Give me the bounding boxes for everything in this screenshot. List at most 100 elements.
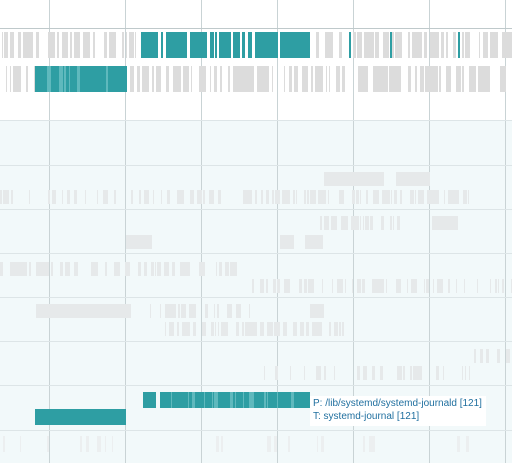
active-slice xyxy=(69,66,70,92)
idle-slice xyxy=(133,66,134,92)
process-track[interactable]: SS SS xyxy=(0,32,512,58)
thread-slice xyxy=(352,216,354,230)
idle-slice xyxy=(4,32,5,58)
thread-slice xyxy=(396,279,399,293)
thread-slice xyxy=(285,190,286,204)
idle-slice xyxy=(486,66,488,92)
idle-slice xyxy=(375,32,376,58)
thread-slice xyxy=(366,190,368,204)
thread-slice xyxy=(211,190,214,204)
idle-slice xyxy=(373,66,375,92)
thread-slice xyxy=(442,279,443,293)
idle-slice xyxy=(264,66,267,92)
thread-slice xyxy=(320,216,322,230)
active-slice xyxy=(177,32,180,58)
thread-slice xyxy=(150,304,151,318)
idle-slice xyxy=(331,32,333,58)
thread-slice xyxy=(173,304,176,318)
idle-slice xyxy=(465,32,468,58)
thread-slice xyxy=(374,279,377,293)
idle-slice xyxy=(199,66,200,92)
thread-slice xyxy=(105,262,107,276)
thread-slice xyxy=(399,366,402,380)
idle-slice xyxy=(214,66,217,92)
active-slice xyxy=(212,392,213,408)
idle-slice xyxy=(429,66,431,92)
idle-slice xyxy=(210,66,211,92)
thread-slice xyxy=(169,322,172,336)
idle-slice xyxy=(137,66,140,92)
active-slice xyxy=(148,392,150,408)
active-slice xyxy=(251,32,252,58)
idle-slice xyxy=(495,32,498,58)
thread-slice xyxy=(304,279,307,293)
idle-slice xyxy=(70,32,72,58)
process-track[interactable]: SS SS xyxy=(0,66,512,92)
idle-slice xyxy=(322,66,323,92)
thread-slice xyxy=(362,279,365,293)
thread-slice xyxy=(397,216,399,230)
thread-slice xyxy=(448,190,450,204)
thread-slice xyxy=(310,190,313,204)
active-slice xyxy=(225,32,227,58)
thread-slice xyxy=(234,262,235,276)
thread-slice xyxy=(369,436,372,452)
thread-slice xyxy=(99,436,101,452)
thread-slice xyxy=(335,216,337,230)
thread-slice xyxy=(357,216,359,230)
idle-slice xyxy=(399,32,402,58)
thread-slice xyxy=(410,190,412,204)
thread-slice xyxy=(462,366,463,380)
thread-slice xyxy=(286,190,289,204)
thread-slice xyxy=(498,279,499,293)
thread-slice xyxy=(319,190,320,204)
active-slice xyxy=(253,392,254,408)
thread-slice xyxy=(62,190,63,204)
thread-slice xyxy=(416,366,418,380)
thread-slice xyxy=(372,366,375,380)
active-slice xyxy=(188,392,189,408)
thread-slice xyxy=(158,262,161,276)
thread-slice xyxy=(457,436,460,452)
idle-slice xyxy=(5,32,8,58)
thread-slice xyxy=(413,366,416,380)
active-slice xyxy=(154,392,156,408)
thread-slice xyxy=(188,262,189,276)
thread-slice xyxy=(112,436,113,452)
idle-slice xyxy=(177,66,178,92)
idle-slice xyxy=(471,66,472,92)
idle-slice xyxy=(74,32,76,58)
thread-slice xyxy=(486,349,488,363)
idle-slice xyxy=(321,66,322,92)
tooltip-thread: T: systemd-journal [121] xyxy=(313,411,420,422)
thread-slice xyxy=(139,190,141,204)
thread-slice xyxy=(177,190,180,204)
idle-slice xyxy=(244,66,246,92)
idle-slice xyxy=(311,66,312,92)
idle-slice xyxy=(258,66,260,92)
idle-slice xyxy=(23,32,26,58)
thread-slice xyxy=(85,190,86,204)
thread-slice xyxy=(488,349,489,363)
idle-slice xyxy=(343,66,345,92)
idle-slice xyxy=(432,66,433,92)
idle-slice xyxy=(329,66,330,92)
active-slice xyxy=(195,32,198,58)
idle-slice xyxy=(463,66,464,92)
thread-slice xyxy=(397,366,399,380)
thread-slice xyxy=(274,436,277,452)
thread-slice xyxy=(103,190,106,204)
idle-slice xyxy=(129,32,132,58)
idle-slice xyxy=(492,32,493,58)
thread-slice xyxy=(53,190,56,204)
thread-slice xyxy=(252,279,254,293)
thread-slice xyxy=(225,322,227,336)
idle-slice xyxy=(6,66,7,92)
idle-slice xyxy=(395,32,397,58)
idle-slice xyxy=(472,66,474,92)
idle-slice xyxy=(364,32,365,58)
thread-slice xyxy=(219,262,222,276)
idle-slice xyxy=(152,66,154,92)
thread-slice xyxy=(339,190,342,204)
